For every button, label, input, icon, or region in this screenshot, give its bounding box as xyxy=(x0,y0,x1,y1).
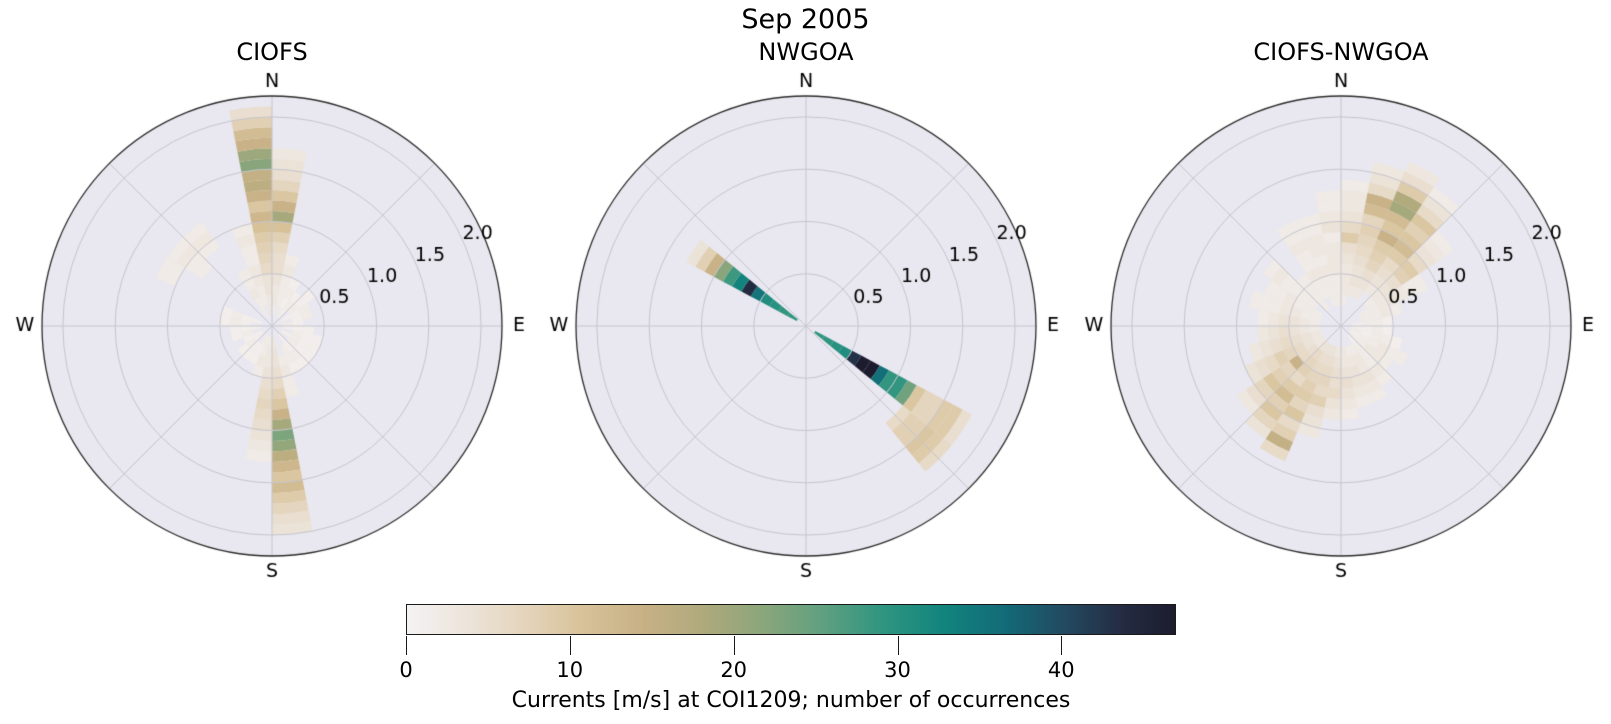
colorbar-tick xyxy=(897,636,899,655)
polar-rose-ciofs-nwgoa xyxy=(1081,60,1601,580)
colorbar-label: Currents [m/s] at COI1209; number of occ… xyxy=(511,688,1071,713)
polar-rose-ciofs xyxy=(12,60,532,580)
polar-rose-nwgoa xyxy=(546,60,1066,580)
figure-title: Sep 2005 xyxy=(741,4,870,35)
colorbar-tick-label: 10 xyxy=(556,658,584,682)
colorbar-tick-label: 20 xyxy=(720,658,748,682)
colorbar-tick xyxy=(1061,636,1063,655)
colorbar-tick-label: 40 xyxy=(1047,658,1075,682)
colorbar-tick xyxy=(406,636,407,655)
colorbar-gradient xyxy=(406,604,1176,635)
colorbar-tick xyxy=(733,636,735,655)
colorbar-tick xyxy=(569,636,571,655)
colorbar-tick-label: 30 xyxy=(884,658,911,682)
colorbar-tick-label: 0 xyxy=(399,658,413,682)
